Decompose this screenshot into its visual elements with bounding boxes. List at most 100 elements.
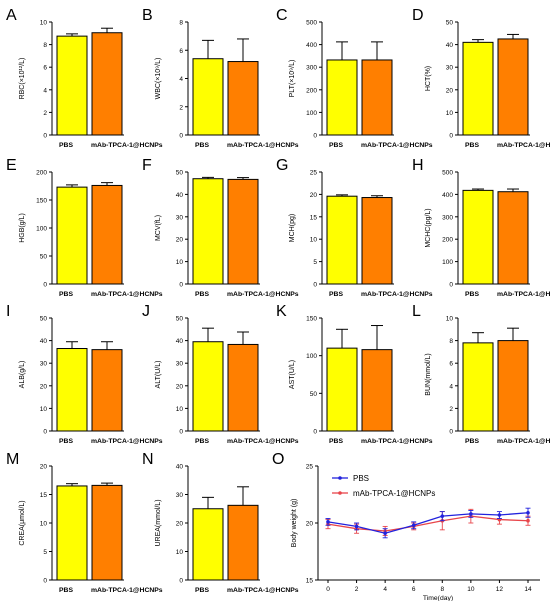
x-category-label: mAb-TPCA-1@HCNPs xyxy=(361,291,433,298)
panel-d: D 0 10 20 30 40 50 HCT(%) PBS mAb-TPCA-1@HCNPs xyxy=(412,7,550,149)
y-tick-label: 10 xyxy=(40,521,48,528)
y-tick-label: 200 xyxy=(306,87,317,94)
x-category-label: mAb-TPCA-1@HCNPs xyxy=(361,438,433,445)
x-category-label: PBS xyxy=(329,438,343,445)
bar-mab xyxy=(361,197,393,285)
y-tick-label: 0 xyxy=(179,578,183,585)
panel-i: I 0 10 20 30 40 50 ALB(g/L) PBS mAb-TPCA-1@HCNPs xyxy=(6,303,163,445)
panel-label: F xyxy=(142,157,152,174)
y-tick-label: 5 xyxy=(313,259,317,266)
x-tick-label: 8 xyxy=(440,586,444,593)
x-category-label: mAb-TPCA-1@HCNPs xyxy=(227,587,299,594)
y-tick-label: 4 xyxy=(43,87,47,94)
y-tick-label: 6 xyxy=(43,65,47,72)
y-tick-label: 50 xyxy=(176,316,184,323)
y-axis-label: ALB(g/L) xyxy=(19,361,26,389)
panel-label: K xyxy=(276,303,287,320)
y-tick-label: 4 xyxy=(449,383,453,390)
panel-label: B xyxy=(142,7,153,24)
y-tick-label: 10 xyxy=(446,110,454,117)
y-tick-label: 2 xyxy=(43,110,47,117)
y-tick-label: 0 xyxy=(449,133,453,140)
bar-mab xyxy=(361,59,393,136)
panel-l: L 0 2 4 6 8 10 BUN(mmol/L) PBS mAb-TPCA-1@HCNPs xyxy=(412,303,550,445)
y-axis-label: BUN(mmol/L) xyxy=(425,353,432,395)
x-tick-label: 4 xyxy=(383,586,387,593)
y-tick-label: 100 xyxy=(36,226,47,233)
bar-pbs xyxy=(462,189,494,285)
y-tick-label: 30 xyxy=(176,214,184,221)
y-tick-label: 0 xyxy=(43,578,47,585)
y-tick-label: 100 xyxy=(442,259,453,266)
y-tick-label: 20 xyxy=(446,87,454,94)
y-tick-label: 30 xyxy=(176,492,184,499)
panel-j: J 0 10 20 30 40 50 ALT(U/L) PBS mAb-TPCA-1@HCNPs xyxy=(142,303,299,445)
y-axis-label: ALT(U/L) xyxy=(155,361,162,389)
y-axis-label: Body weight (g) xyxy=(291,499,298,548)
bar-mab xyxy=(91,349,123,432)
x-category-label: mAb-TPCA-1@HCNPs xyxy=(91,438,163,445)
x-category-label: mAb-TPCA-1@HCNPs xyxy=(91,587,163,594)
panel-label: H xyxy=(412,157,424,174)
panel-label: A xyxy=(6,7,17,24)
y-tick-label: 10 xyxy=(446,316,454,323)
y-tick-label: 0 xyxy=(313,429,317,436)
data-point-pbs xyxy=(440,514,445,518)
y-tick-label: 150 xyxy=(306,316,317,323)
bar-mab xyxy=(91,484,123,581)
x-category-label: mAb-TPCA-1@HCNPs xyxy=(497,142,550,149)
x-category-label: mAb-TPCA-1@HCNPs xyxy=(227,438,299,445)
bar-mab xyxy=(227,504,259,581)
panel-label: C xyxy=(276,7,288,24)
y-tick-label: 8 xyxy=(43,42,47,49)
y-tick-label: 500 xyxy=(442,170,453,177)
y-tick-label: 0 xyxy=(179,282,183,289)
x-category-label: mAb-TPCA-1@HCNPs xyxy=(227,142,299,149)
y-tick-label: 0 xyxy=(313,133,317,140)
bar-pbs xyxy=(56,485,88,581)
y-tick-label: 20 xyxy=(40,383,48,390)
y-tick-label: 15 xyxy=(306,578,314,585)
data-point-pbs xyxy=(497,513,502,517)
y-axis-label: PLT(×10⁹/L) xyxy=(289,60,296,98)
x-category-label: PBS xyxy=(465,438,479,445)
x-category-label: PBS xyxy=(195,291,209,298)
panel-h: H 0 100 200 300 400 500 MCHC(pg/L) PBS mAb-TPCA-1… xyxy=(412,157,550,298)
bar-pbs xyxy=(326,59,358,136)
x-category-label: mAb-TPCA-1@HCNPs xyxy=(497,438,550,445)
y-axis-label: MCV(fL) xyxy=(155,215,162,241)
bar-mab xyxy=(361,349,393,432)
y-tick-label: 400 xyxy=(442,192,453,199)
bar-pbs xyxy=(56,348,88,432)
y-tick-label: 10 xyxy=(176,549,184,556)
x-category-label: mAb-TPCA-1@HCNPs xyxy=(497,291,550,298)
y-tick-label: 50 xyxy=(40,316,48,323)
y-tick-label: 300 xyxy=(306,65,317,72)
bar-mab xyxy=(227,343,259,432)
x-category-label: PBS xyxy=(465,291,479,298)
y-tick-label: 5 xyxy=(43,549,47,556)
x-tick-label: 14 xyxy=(524,586,532,593)
panel-e: E 0 50 100 150 200 HGB(g/L) PBS mAb-TPCA-1@HCNPs xyxy=(6,157,163,298)
x-tick-label: 12 xyxy=(496,586,504,593)
y-tick-label: 2 xyxy=(449,406,453,413)
panel-b: B 0 2 4 6 8 WBC(×10⁹/L) PBS mAb-TPCA-1@HCNPs xyxy=(142,7,299,149)
y-axis-label: RBC(×10¹²/L) xyxy=(19,58,26,100)
x-tick-label: 0 xyxy=(326,586,330,593)
y-tick-label: 10 xyxy=(176,259,184,266)
bar-pbs xyxy=(56,186,88,285)
y-tick-label: 15 xyxy=(310,214,318,221)
y-tick-label: 30 xyxy=(40,361,48,368)
data-point-pbs xyxy=(383,531,387,536)
y-tick-label: 300 xyxy=(442,214,453,221)
data-point-pbs xyxy=(354,524,359,529)
panel-label: M xyxy=(6,451,19,468)
x-category-label: PBS xyxy=(59,291,73,298)
y-tick-label: 20 xyxy=(176,383,184,390)
legend-label: mAb-TPCA-1@HCNPs xyxy=(353,489,435,498)
panel-label: L xyxy=(412,303,421,320)
y-tick-label: 50 xyxy=(310,391,318,398)
bar-pbs xyxy=(326,347,358,432)
y-tick-label: 100 xyxy=(306,110,317,117)
